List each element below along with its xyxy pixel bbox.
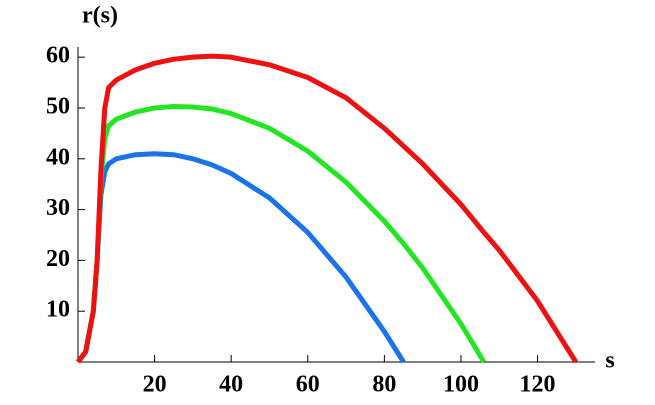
y-tick-label: 20 (46, 246, 70, 272)
y-tick-label: 10 (46, 297, 70, 323)
series-line (76, 103, 487, 364)
y-tick-label: 60 (46, 43, 70, 69)
x-tick-label: 120 (520, 372, 556, 398)
y-tick-label: 30 (46, 195, 70, 221)
x-tick-label: 20 (143, 372, 167, 398)
series-line (76, 151, 406, 364)
x-tick-label: 60 (296, 372, 320, 398)
x-tick-label: 100 (443, 372, 479, 398)
x-axis-label: s (605, 348, 614, 374)
y-tick-label: 40 (46, 144, 70, 170)
series-line (76, 53, 578, 364)
x-tick-label: 40 (219, 372, 243, 398)
y-axis-label: r(s) (82, 3, 118, 29)
y-tick-label: 50 (46, 93, 70, 119)
x-tick-label: 80 (372, 372, 396, 398)
